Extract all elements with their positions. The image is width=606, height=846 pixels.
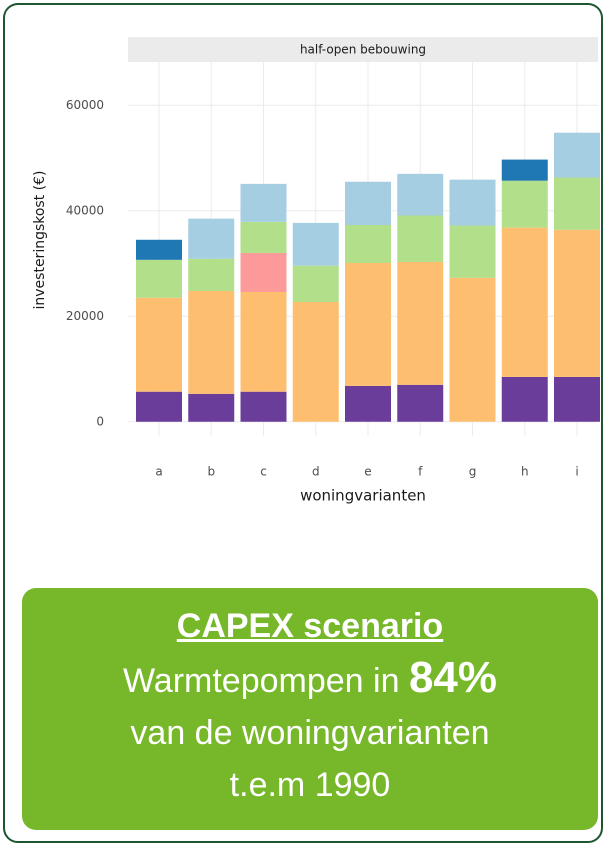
x-tick-label: g bbox=[469, 465, 477, 479]
bar-segment bbox=[240, 391, 287, 422]
bar-segment bbox=[397, 384, 444, 422]
bar-segment bbox=[188, 290, 235, 394]
bar-segment bbox=[136, 391, 182, 422]
bar-segment bbox=[136, 239, 182, 260]
bar-segment bbox=[188, 218, 235, 259]
bar-segment bbox=[240, 183, 287, 222]
bar-segment bbox=[345, 181, 391, 225]
y-tick-label: 40000 bbox=[66, 203, 104, 217]
bar-segment bbox=[136, 297, 182, 392]
bar-segment bbox=[397, 215, 444, 262]
x-tick-label: h bbox=[521, 465, 529, 479]
x-tick-label: c bbox=[260, 465, 267, 479]
bar-segment bbox=[554, 376, 600, 422]
x-tick-label: d bbox=[312, 465, 320, 479]
y-tick-label: 0 bbox=[96, 414, 104, 428]
bar-segment bbox=[240, 252, 287, 292]
bar-segment bbox=[345, 262, 391, 386]
bar-segment bbox=[397, 173, 444, 216]
bar-segment bbox=[501, 376, 548, 422]
x-tick-label: f bbox=[418, 465, 423, 479]
bar-segment bbox=[501, 227, 548, 377]
bar-segment bbox=[188, 393, 235, 422]
x-tick-label: b bbox=[207, 465, 215, 479]
caption-line: Warmtepompen in 84% bbox=[22, 652, 598, 707]
bar-segment bbox=[292, 302, 339, 422]
x-axis-title: woningvarianten bbox=[300, 487, 426, 505]
bar-segment bbox=[449, 225, 496, 278]
bar-segment bbox=[188, 258, 235, 291]
bar-segment bbox=[136, 259, 182, 298]
bar-segment bbox=[240, 221, 287, 253]
bar-segment bbox=[397, 261, 444, 385]
bar-segment bbox=[501, 180, 548, 228]
caption-highlight: 84% bbox=[408, 653, 498, 702]
bar-segment bbox=[292, 222, 339, 266]
bar-segment bbox=[292, 265, 339, 303]
y-axis-title: investeringskost (€) bbox=[32, 171, 48, 310]
strip bbox=[128, 37, 598, 62]
y-tick-label: 60000 bbox=[66, 98, 104, 112]
caption-text: Warmtepompen in bbox=[122, 662, 409, 700]
y-tick-label: 20000 bbox=[66, 309, 104, 323]
caption-line: t.e.m 1990 bbox=[229, 766, 391, 804]
bar-segment bbox=[449, 179, 496, 226]
bar-segment bbox=[345, 385, 391, 422]
x-tick-label: i bbox=[575, 465, 578, 479]
bar-segment bbox=[554, 132, 600, 178]
x-tick-label: a bbox=[155, 465, 162, 479]
bar-segment bbox=[449, 277, 496, 422]
bar-segment bbox=[554, 177, 600, 230]
strip-title: half-open bebouwing bbox=[300, 43, 426, 57]
caption-heading: CAPEX scenario bbox=[176, 607, 444, 645]
x-tick-label: e bbox=[364, 465, 371, 479]
bar-segment bbox=[501, 159, 548, 181]
caption-line: van de woningvarianten bbox=[130, 714, 490, 752]
bar-segment bbox=[345, 224, 391, 263]
bar-segment bbox=[240, 291, 287, 392]
bar-segment bbox=[554, 229, 600, 377]
caption-box: CAPEX scenario Warmtepompen in 84% van d… bbox=[22, 588, 598, 830]
